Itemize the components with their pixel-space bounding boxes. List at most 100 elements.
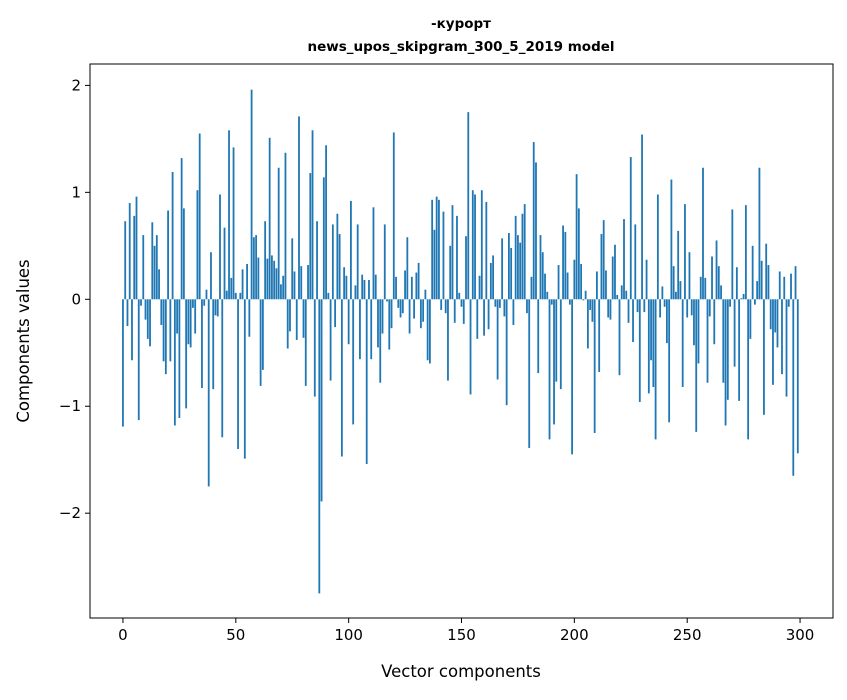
- bar-197: [566, 272, 569, 300]
- bar-129: [413, 299, 416, 319]
- bar-298: [794, 266, 797, 300]
- bar-55: [246, 263, 248, 300]
- bar-187: [544, 273, 546, 300]
- bar-293: [783, 276, 786, 300]
- bar-102: [352, 299, 355, 425]
- bar-45: [223, 227, 226, 300]
- bar-176: [519, 242, 522, 300]
- bar-255: [697, 299, 700, 364]
- bar-139: [435, 196, 438, 300]
- bar-242: [668, 299, 671, 423]
- bar-126: [406, 237, 409, 300]
- bar-211: [598, 299, 601, 373]
- bar-233: [647, 299, 650, 394]
- bar-244: [672, 266, 675, 300]
- bar-18: [162, 299, 165, 362]
- bar-162: [487, 299, 490, 330]
- bar-118: [388, 299, 391, 350]
- bar-62: [261, 299, 264, 370]
- bar-179: [526, 299, 528, 314]
- bar-182: [532, 142, 535, 300]
- bar-93: [331, 224, 334, 300]
- bar-3: [128, 203, 131, 300]
- bar-202: [577, 208, 580, 300]
- bar-71: [282, 275, 285, 300]
- bar-112: [374, 274, 377, 300]
- bar-4: [131, 299, 133, 361]
- bar-295: [787, 299, 790, 307]
- bar-8: [140, 299, 142, 306]
- bar-28: [185, 299, 188, 409]
- bar-258: [704, 277, 707, 300]
- bar-27: [182, 208, 185, 300]
- bar-296: [790, 273, 792, 300]
- bar-46: [225, 290, 228, 300]
- bar-200: [573, 259, 576, 300]
- bar-147: [453, 299, 456, 323]
- bar-84: [311, 130, 314, 300]
- bar-153: [467, 112, 470, 300]
- bar-149: [458, 292, 461, 300]
- bar-76: [293, 271, 296, 300]
- x-tick-label: 50: [226, 626, 245, 644]
- bar-228: [636, 299, 639, 313]
- bar-26: [180, 158, 183, 300]
- bar-252: [690, 299, 693, 316]
- bar-177: [521, 213, 524, 300]
- bar-284: [763, 299, 765, 415]
- bar-174: [514, 215, 517, 300]
- bar-90: [325, 145, 327, 300]
- bar-56: [248, 299, 251, 337]
- bar-234: [650, 299, 652, 361]
- bar-283: [760, 260, 763, 300]
- bar-240: [663, 299, 666, 307]
- bar-136: [428, 299, 431, 364]
- bar-259: [706, 299, 709, 383]
- bar-142: [442, 211, 445, 300]
- bar-43: [219, 194, 221, 300]
- bar-17: [160, 299, 163, 325]
- bar-127: [408, 299, 411, 334]
- bar-195: [562, 225, 564, 300]
- bar-205: [584, 290, 587, 300]
- bar-164: [492, 255, 495, 300]
- bar-256: [699, 276, 702, 300]
- bar-262: [713, 299, 716, 345]
- bar-5: [133, 215, 136, 300]
- bar-194: [559, 299, 562, 390]
- bar-113: [377, 299, 379, 348]
- bar-199: [571, 299, 573, 455]
- y-axis: 2 1 0 −1 −2: [59, 76, 90, 522]
- bar-178: [523, 204, 526, 300]
- bar-157: [476, 299, 479, 339]
- bar-269: [729, 299, 731, 307]
- bar-33: [196, 190, 199, 300]
- bar-40: [212, 299, 215, 390]
- bar-48: [230, 277, 233, 300]
- bar-116: [383, 224, 386, 300]
- y-tick-label: 0: [71, 290, 81, 308]
- bar-14: [153, 245, 156, 300]
- bar-78: [298, 116, 300, 300]
- bar-152: [465, 236, 467, 300]
- y-tick-label: 2: [71, 76, 81, 94]
- chart-title: -курорт: [431, 16, 491, 32]
- bar-101: [350, 200, 352, 300]
- x-tick-label: 250: [673, 626, 702, 644]
- bar-105: [359, 299, 361, 360]
- bar-50: [234, 292, 237, 300]
- bar-59: [255, 235, 258, 300]
- bar-64: [266, 258, 269, 300]
- y-tick-label: −1: [59, 397, 81, 415]
- bar-143: [444, 299, 447, 314]
- bar-20: [167, 210, 169, 300]
- bar-278: [749, 299, 752, 339]
- bar-287: [769, 299, 772, 330]
- bar-134: [424, 289, 427, 300]
- bar-236: [654, 299, 657, 440]
- bar-23: [173, 299, 176, 426]
- bar-32: [194, 299, 197, 334]
- bar-135: [426, 299, 429, 361]
- bar-249: [684, 204, 686, 300]
- bar-172: [510, 247, 513, 300]
